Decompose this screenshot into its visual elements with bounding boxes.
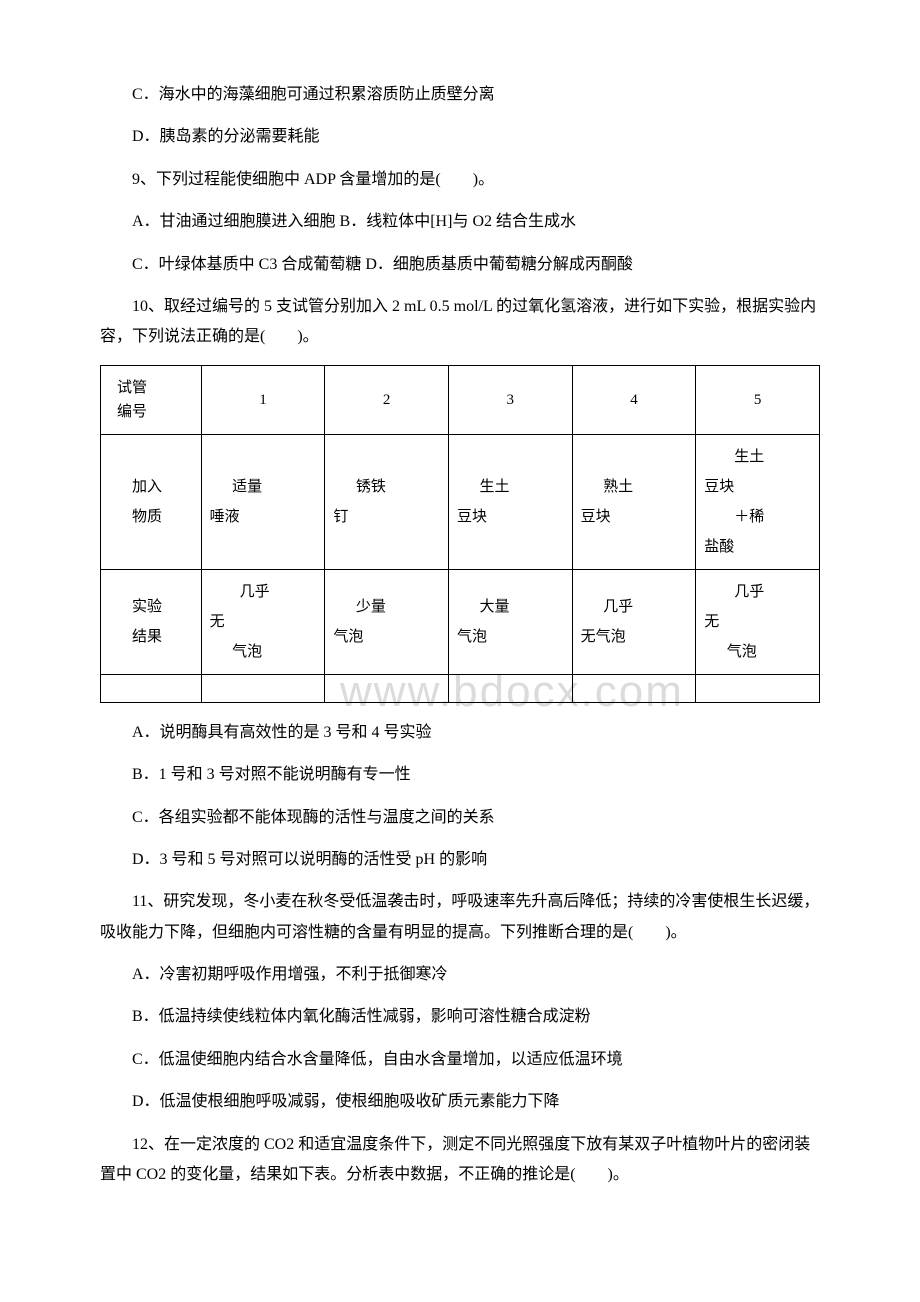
cell-text: 无	[210, 610, 317, 634]
row-header-cell: 试管 编号	[101, 365, 202, 434]
cell-text: 气泡	[704, 640, 811, 664]
question-10: 10、取经过编号的 5 支试管分别加入 2 mL 0.5 mol/L 的过氧化氢…	[100, 292, 820, 353]
cell-text: 无	[704, 610, 811, 634]
option-c-q11: C．低温使细胞内结合水含量降低，自由水含量增加，以适应低温环境	[100, 1045, 820, 1075]
table-cell: 生土 豆块 ＋稀 盐酸	[696, 434, 820, 569]
cell-text: 盐酸	[704, 535, 811, 559]
option-b-q11: B．低温持续使线粒体内氧化酶活性减弱，影响可溶性糖合成淀粉	[100, 1002, 820, 1032]
table-cell: 4	[572, 365, 696, 434]
document-content: C．海水中的海藻细胞可通过积累溶质防止质壁分离 D．胰岛素的分泌需要耗能 9、下…	[100, 80, 820, 1190]
question-11: 11、研究发现，冬小麦在秋冬受低温袭击时，呼吸速率先升高后降低；持续的冷害使根生…	[100, 887, 820, 948]
cell-text: 气泡	[333, 625, 440, 649]
option-d-q11: D．低温使根细胞呼吸减弱，使根细胞吸收矿质元素能力下降	[100, 1087, 820, 1117]
table-row: 实验 结果 几乎 无 气泡 少量 气泡	[101, 569, 820, 674]
table-cell: 生土 豆块	[448, 434, 572, 569]
cell-text: 钉	[333, 505, 440, 529]
cell-text: 气泡	[457, 625, 564, 649]
option-c-q8: C．海水中的海藻细胞可通过积累溶质防止质壁分离	[100, 80, 820, 110]
cell-text: 加入	[117, 475, 193, 499]
table-cell: 少量 气泡	[325, 569, 449, 674]
table-cell: 5	[696, 365, 820, 434]
option-d-q10: D．3 号和 5 号对照可以说明酶的活性受 pH 的影响	[100, 845, 820, 875]
cell-text: 生土	[457, 475, 564, 499]
table-cell: 锈铁 钉	[325, 434, 449, 569]
table-row: 试管 编号 1 2 3 4 5	[101, 365, 820, 434]
table-cell: 1	[201, 365, 325, 434]
table-cell: 3	[448, 365, 572, 434]
cell-text: 气泡	[210, 640, 317, 664]
cell-text: 生土	[704, 445, 811, 469]
question-9: 9、下列过程能使细胞中 ADP 含量增加的是( )。	[100, 165, 820, 195]
table-cell	[696, 674, 820, 702]
table-cell	[201, 674, 325, 702]
table-cell: 2	[325, 365, 449, 434]
cell-text: 实验	[117, 595, 193, 619]
cell-text: 几乎	[704, 580, 811, 604]
table-cell: 几乎 无 气泡	[696, 569, 820, 674]
table-cell: 几乎 无气泡	[572, 569, 696, 674]
option-cd-q9: C．叶绿体基质中 C3 合成葡萄糖 D．细胞质基质中葡萄糖分解成丙酮酸	[100, 250, 820, 280]
cell-text: 锈铁	[333, 475, 440, 499]
cell-text: 少量	[333, 595, 440, 619]
table-row	[101, 674, 820, 702]
row-header-cell: 加入 物质	[101, 434, 202, 569]
table-cell	[572, 674, 696, 702]
cell-text: 豆块	[581, 505, 688, 529]
cell-text: 豆块	[704, 475, 811, 499]
cell-text: 无气泡	[581, 625, 688, 649]
cell-text: 结果	[117, 625, 193, 649]
cell-text: ＋稀	[704, 505, 811, 529]
cell-text: 适量	[210, 475, 317, 499]
cell-text: 大量	[457, 595, 564, 619]
cell-text: 几乎	[210, 580, 317, 604]
experiment-table: 试管 编号 1 2 3 4 5 加入 物质	[100, 365, 820, 703]
table-row: 加入 物质 适量 唾液 锈铁 钉	[101, 434, 820, 569]
table-cell: 大量 气泡	[448, 569, 572, 674]
option-ab-q9: A．甘油通过细胞膜进入细胞 B．线粒体中[H]与 O2 结合生成水	[100, 207, 820, 237]
table-cell: 适量 唾液	[201, 434, 325, 569]
cell-text: 几乎	[581, 595, 688, 619]
table-cell	[101, 674, 202, 702]
option-a-q11: A．冷害初期呼吸作用增强，不利于抵御寒冷	[100, 960, 820, 990]
cell-text: 唾液	[210, 505, 317, 529]
table-cell	[448, 674, 572, 702]
table-cell: 熟土 豆块	[572, 434, 696, 569]
option-b-q10: B．1 号和 3 号对照不能说明酶有专一性	[100, 760, 820, 790]
cell-text: 试管	[117, 380, 147, 396]
cell-text: 物质	[117, 505, 193, 529]
table-cell	[325, 674, 449, 702]
cell-text: 编号	[117, 404, 147, 420]
row-header-cell: 实验 结果	[101, 569, 202, 674]
question-12: 12、在一定浓度的 CO2 和适宜温度条件下，测定不同光照强度下放有某双子叶植物…	[100, 1130, 820, 1191]
page-container: www.bdocx.com C．海水中的海藻细胞可通过积累溶质防止质壁分离 D．…	[100, 80, 820, 1190]
cell-text: 豆块	[457, 505, 564, 529]
cell-text: 熟土	[581, 475, 688, 499]
option-c-q10: C．各组实验都不能体现酶的活性与温度之间的关系	[100, 803, 820, 833]
table-cell: 几乎 无 气泡	[201, 569, 325, 674]
table: 试管 编号 1 2 3 4 5 加入 物质	[100, 365, 820, 703]
option-d-q8: D．胰岛素的分泌需要耗能	[100, 122, 820, 152]
option-a-q10: A．说明酶具有高效性的是 3 号和 4 号实验	[100, 718, 820, 748]
